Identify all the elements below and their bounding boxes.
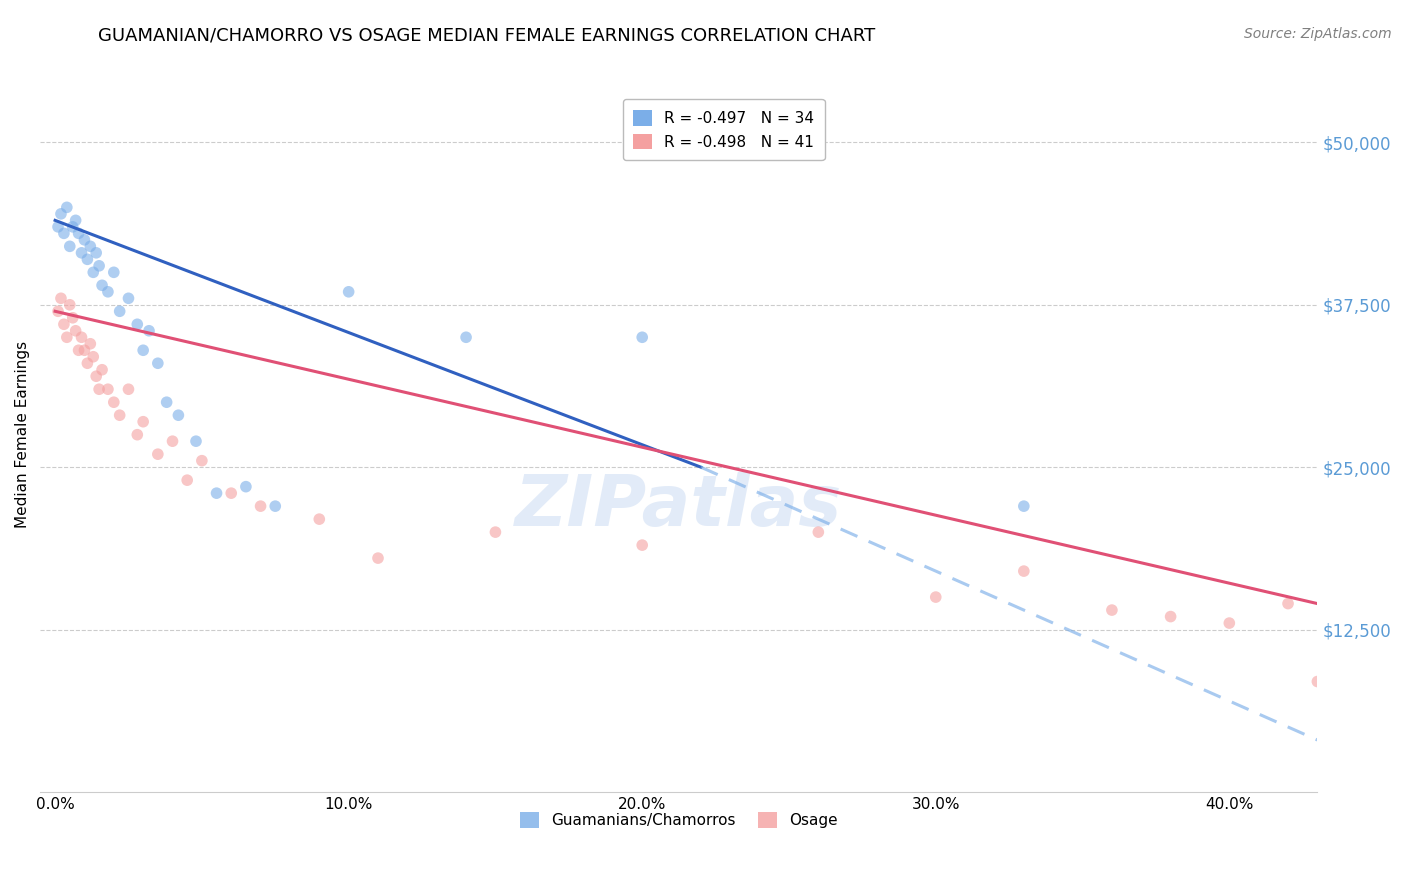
Y-axis label: Median Female Earnings: Median Female Earnings	[15, 341, 30, 528]
Point	[103, 395, 125, 409]
Point	[79, 239, 101, 253]
Point	[454, 330, 477, 344]
Point	[82, 350, 104, 364]
Point	[103, 265, 125, 279]
Point	[264, 499, 287, 513]
Point	[219, 486, 242, 500]
Point	[84, 245, 107, 260]
Point	[167, 408, 190, 422]
Point	[1101, 603, 1123, 617]
Point	[235, 480, 257, 494]
Point	[337, 285, 360, 299]
Point	[62, 310, 84, 325]
Point	[91, 278, 114, 293]
Point	[631, 538, 654, 552]
Point	[49, 207, 72, 221]
Point	[79, 336, 101, 351]
Point	[191, 453, 214, 467]
Point	[162, 434, 184, 449]
Point	[89, 259, 111, 273]
Point	[46, 219, 69, 234]
Point	[76, 252, 98, 267]
Point	[73, 343, 96, 358]
Text: Source: ZipAtlas.com: Source: ZipAtlas.com	[1244, 27, 1392, 41]
Point	[127, 318, 149, 332]
Point	[84, 369, 107, 384]
Point	[1306, 674, 1329, 689]
Point	[89, 382, 111, 396]
Point	[925, 590, 948, 604]
Text: GUAMANIAN/CHAMORRO VS OSAGE MEDIAN FEMALE EARNINGS CORRELATION CHART: GUAMANIAN/CHAMORRO VS OSAGE MEDIAN FEMAL…	[98, 27, 876, 45]
Point	[132, 343, 155, 358]
Point	[117, 382, 139, 396]
Point	[249, 499, 271, 513]
Point	[108, 304, 131, 318]
Point	[807, 525, 830, 540]
Point	[108, 408, 131, 422]
Point	[56, 200, 79, 214]
Point	[46, 304, 69, 318]
Point	[631, 330, 654, 344]
Point	[1320, 655, 1343, 669]
Point	[484, 525, 506, 540]
Point	[156, 395, 179, 409]
Point	[67, 343, 90, 358]
Point	[59, 239, 82, 253]
Point	[132, 415, 155, 429]
Point	[70, 245, 93, 260]
Point	[52, 227, 75, 241]
Point	[117, 291, 139, 305]
Point	[127, 427, 149, 442]
Point	[82, 265, 104, 279]
Point	[1012, 564, 1035, 578]
Point	[146, 356, 169, 370]
Point	[1012, 499, 1035, 513]
Point	[205, 486, 228, 500]
Point	[52, 318, 75, 332]
Point	[184, 434, 207, 449]
Point	[97, 382, 120, 396]
Point	[308, 512, 330, 526]
Point	[1160, 609, 1182, 624]
Point	[67, 227, 90, 241]
Point	[76, 356, 98, 370]
Point	[1277, 597, 1299, 611]
Point	[97, 285, 120, 299]
Point	[59, 298, 82, 312]
Point	[73, 233, 96, 247]
Text: ZIPatlas: ZIPatlas	[515, 472, 842, 541]
Point	[65, 324, 87, 338]
Point	[70, 330, 93, 344]
Point	[49, 291, 72, 305]
Point	[138, 324, 160, 338]
Point	[62, 219, 84, 234]
Point	[65, 213, 87, 227]
Point	[146, 447, 169, 461]
Point	[367, 551, 389, 566]
Point	[176, 473, 198, 487]
Point	[56, 330, 79, 344]
Legend: Guamanians/Chamorros, Osage: Guamanians/Chamorros, Osage	[515, 806, 844, 834]
Point	[91, 363, 114, 377]
Point	[1218, 616, 1240, 631]
